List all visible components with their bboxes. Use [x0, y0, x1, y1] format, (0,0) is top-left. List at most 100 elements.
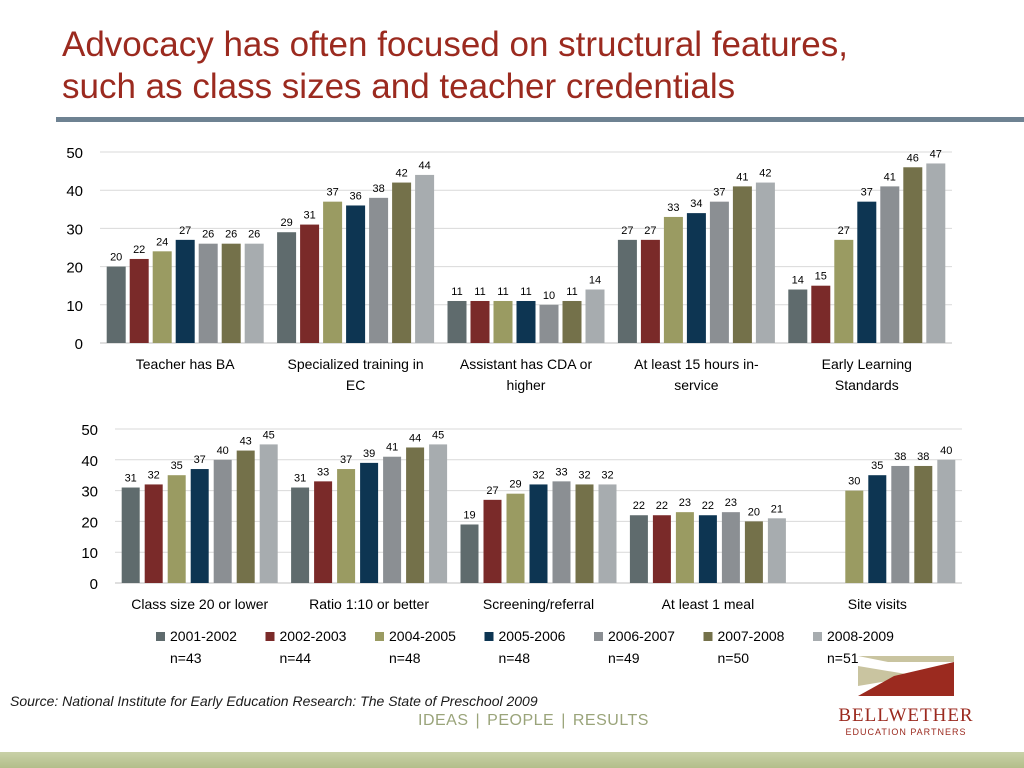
data-label: 21 [771, 503, 783, 515]
data-label: 47 [930, 148, 942, 160]
bar [914, 465, 933, 583]
data-label: 29 [509, 479, 521, 491]
bar [447, 300, 467, 343]
data-label: 20 [748, 506, 760, 518]
y-tick-label: 30 [81, 484, 98, 501]
x-category-label: Assistant has CDA or [460, 356, 593, 372]
bar [167, 475, 186, 583]
legend-label: 2002-2003 [280, 628, 347, 644]
data-label: 11 [497, 286, 508, 298]
bar [721, 512, 740, 583]
data-label: 36 [349, 190, 361, 202]
bar [834, 239, 854, 343]
data-label: 38 [894, 451, 906, 463]
data-label: 22 [133, 244, 145, 256]
data-label: 35 [871, 460, 883, 472]
data-label: 31 [294, 473, 306, 485]
bellwether-logo-icon [858, 656, 954, 696]
data-label: 11 [566, 286, 577, 298]
y-tick-label: 20 [81, 514, 98, 531]
tagline-results: RESULTS [572, 712, 649, 729]
bar [811, 285, 831, 343]
bar [129, 258, 149, 343]
data-label: 19 [463, 509, 475, 521]
bar [337, 469, 356, 583]
data-label: 44 [418, 160, 430, 172]
brand-name: BELLWETHER [838, 705, 974, 726]
bar [891, 465, 910, 583]
brand-subtitle: EDUCATION PARTNERS [845, 727, 967, 737]
slide-title: Advocacy has often focused on structural… [62, 24, 992, 108]
bar [213, 459, 232, 583]
bar [767, 518, 786, 583]
bar [244, 243, 264, 343]
bar [903, 167, 923, 343]
bar [406, 447, 425, 583]
bar [121, 487, 140, 583]
data-label: 23 [725, 497, 737, 509]
data-label: 37 [194, 454, 206, 466]
legend-swatch [703, 632, 713, 641]
data-label: 15 [815, 271, 827, 283]
x-category-label: Class size 20 or lower [131, 596, 268, 612]
title-divider [56, 117, 1024, 122]
data-label: 27 [179, 225, 191, 237]
legend-swatch [813, 632, 822, 641]
data-label: 41 [386, 442, 398, 454]
data-label: 11 [451, 286, 462, 298]
x-category-label: Ratio 1:10 or better [309, 596, 429, 612]
bar [698, 515, 717, 583]
data-label: 37 [326, 187, 338, 199]
footer-bar [0, 752, 1024, 768]
data-label: 31 [303, 210, 315, 222]
data-label: 27 [621, 225, 633, 237]
bar [585, 289, 605, 343]
bar [755, 182, 775, 343]
data-label: 22 [702, 500, 714, 512]
bar [300, 224, 320, 343]
bar [516, 300, 536, 343]
y-tick-label: 50 [81, 422, 98, 439]
data-label: 39 [363, 448, 375, 460]
bar [629, 515, 648, 583]
data-label: 33 [555, 466, 567, 478]
data-label: 40 [940, 445, 952, 457]
x-category-label: Standards [835, 377, 899, 393]
bar [144, 484, 163, 583]
bar [617, 239, 637, 343]
y-tick-label: 0 [90, 576, 98, 593]
legend-count: n=49 [608, 650, 640, 666]
data-label: 42 [395, 168, 407, 180]
bar [277, 232, 297, 343]
bar [236, 450, 255, 583]
data-label: 32 [578, 469, 590, 481]
bar [323, 201, 343, 343]
tagline-people: PEOPLE [487, 712, 555, 729]
bar [857, 201, 877, 343]
data-label: 38 [372, 183, 384, 195]
bar [562, 300, 582, 343]
bar [845, 490, 864, 583]
bar [788, 289, 808, 343]
bar [640, 239, 660, 343]
x-category-label: Early Learning [822, 356, 912, 372]
y-tick-label: 10 [81, 545, 98, 562]
bar [652, 515, 671, 583]
x-category-label: higher [507, 377, 546, 393]
data-label: 24 [156, 236, 168, 248]
x-category-label: Teacher has BA [136, 356, 235, 372]
bar [663, 216, 683, 343]
data-label: 41 [884, 171, 896, 183]
data-label: 33 [667, 202, 679, 214]
data-label: 23 [679, 497, 691, 509]
bar [744, 521, 763, 583]
legend-count: n=50 [718, 650, 750, 666]
legend-count: n=51 [827, 650, 859, 666]
bar [429, 444, 448, 583]
bar [539, 304, 559, 343]
title-line-2: such as class sizes and teacher credenti… [62, 67, 736, 106]
x-category-label: Site visits [848, 596, 907, 612]
data-label: 32 [532, 469, 544, 481]
bar [598, 484, 617, 583]
data-label: 37 [861, 187, 873, 199]
